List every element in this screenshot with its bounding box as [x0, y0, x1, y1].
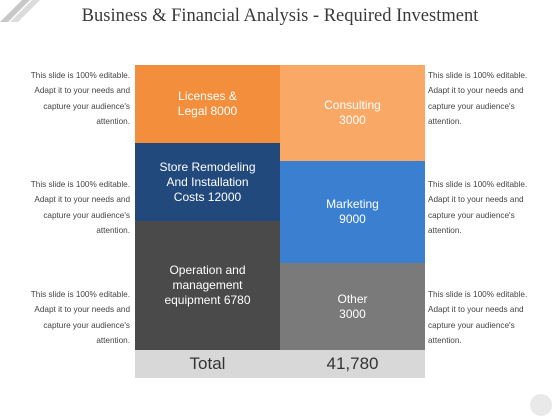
licenses-label-line1: Licenses &	[178, 89, 237, 103]
licenses-legal-block: Licenses & Legal 8000	[135, 65, 280, 143]
total-bar	[135, 350, 425, 378]
other-label-line1: Other	[337, 291, 368, 306]
operation-label-line3: equipment 6780	[164, 293, 251, 307]
note-left-middle: This slide is 100% editable. Adapt it to…	[30, 180, 130, 236]
remodeling-label-line3: Costs 12000	[173, 189, 242, 204]
slide-title: Business & Financial Analysis - Required…	[81, 6, 479, 26]
operation-label-line1: Operation and	[169, 263, 246, 277]
marketing-label-line1: Marketing	[326, 197, 379, 211]
licenses-label-line2: Legal 8000	[177, 104, 238, 118]
marketing-block: Marketing 9000	[280, 161, 425, 263]
operation-label-line2: management	[172, 278, 243, 292]
marketing-label-line2: 9000	[339, 212, 366, 226]
remodeling-label-line2: And Installation	[166, 174, 249, 189]
total-label: Total	[189, 354, 226, 373]
note-right-top: This slide is 100% editable. Adapt it to…	[428, 71, 528, 127]
note-left-bottom: This slide is 100% editable. Adapt it to…	[30, 290, 130, 346]
store-remodeling-block: Store Remodeling And Installation Costs …	[135, 143, 280, 221]
consulting-label-line2: 3000	[339, 113, 366, 127]
consulting-label-line1: Consulting	[324, 98, 381, 112]
other-block: Other 3000	[280, 263, 425, 350]
note-right-middle: This slide is 100% editable. Adapt it to…	[428, 180, 528, 236]
note-left-top: This slide is 100% editable. Adapt it to…	[30, 71, 130, 127]
operation-equipment-block: Operation and management equipment 6780	[135, 221, 280, 350]
corner-circle-decoration	[530, 394, 552, 416]
corner-stripes-decoration	[0, 0, 40, 22]
remodeling-label-line1: Store Remodeling	[159, 159, 256, 174]
other-label-line2: 3000	[339, 306, 366, 321]
total-value: 41,780	[326, 354, 379, 373]
consulting-block: Consulting 3000	[280, 65, 425, 161]
note-right-bottom: This slide is 100% editable. Adapt it to…	[428, 290, 528, 346]
